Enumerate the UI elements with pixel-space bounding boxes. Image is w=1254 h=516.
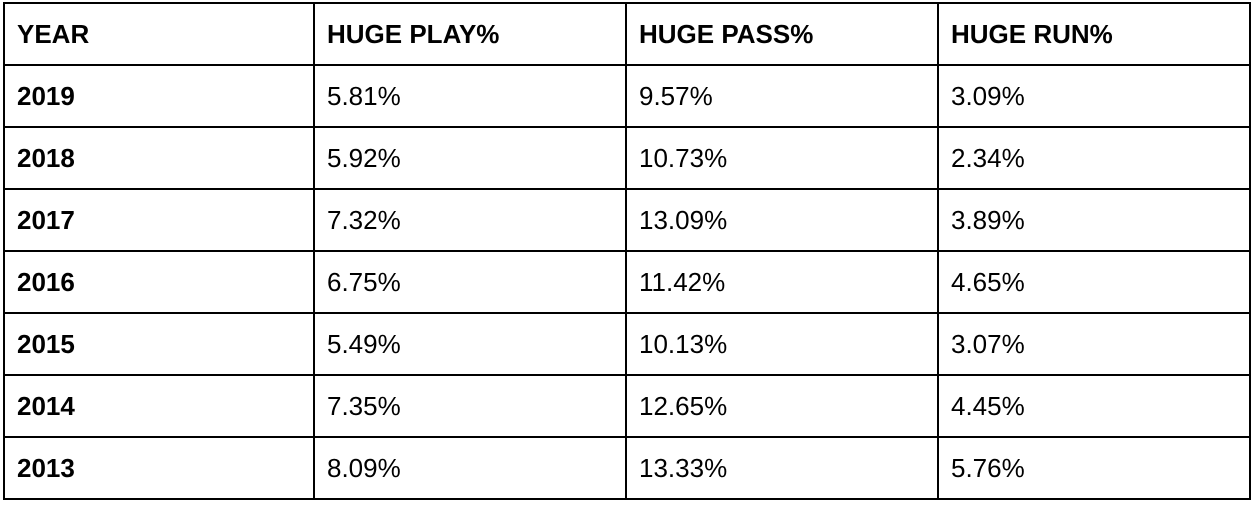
cell-huge-pass: 13.09% (625, 188, 939, 252)
cell-huge-run: 2.34% (937, 126, 1251, 190)
cell-huge-play: 7.35% (313, 374, 627, 438)
cell-year: 2017 (3, 188, 315, 252)
header-huge-play: HUGE PLAY% (313, 2, 627, 66)
cell-huge-pass: 11.42% (625, 250, 939, 314)
cell-huge-run: 5.76% (937, 436, 1251, 500)
table-header: YEAR HUGE PLAY% HUGE PASS% HUGE RUN% (3, 2, 1251, 66)
table-body: 2019 5.81% 9.57% 3.09% 2018 5.92% 10.73%… (3, 64, 1251, 500)
cell-year: 2016 (3, 250, 315, 314)
cell-huge-play: 7.32% (313, 188, 627, 252)
cell-huge-play: 5.81% (313, 64, 627, 128)
header-row: YEAR HUGE PLAY% HUGE PASS% HUGE RUN% (3, 2, 1251, 66)
cell-year: 2014 (3, 374, 315, 438)
cell-huge-run: 3.07% (937, 312, 1251, 376)
cell-huge-play: 5.92% (313, 126, 627, 190)
cell-huge-play: 5.49% (313, 312, 627, 376)
stats-table: YEAR HUGE PLAY% HUGE PASS% HUGE RUN% 201… (3, 2, 1251, 500)
cell-huge-pass: 12.65% (625, 374, 939, 438)
table-row: 2017 7.32% 13.09% 3.89% (3, 188, 1251, 252)
cell-huge-pass: 13.33% (625, 436, 939, 500)
cell-year: 2015 (3, 312, 315, 376)
cell-huge-run: 3.09% (937, 64, 1251, 128)
cell-huge-run: 3.89% (937, 188, 1251, 252)
table-row: 2013 8.09% 13.33% 5.76% (3, 436, 1251, 500)
cell-year: 2019 (3, 64, 315, 128)
cell-year: 2013 (3, 436, 315, 500)
table-row: 2014 7.35% 12.65% 4.45% (3, 374, 1251, 438)
header-huge-pass: HUGE PASS% (625, 2, 939, 66)
cell-huge-play: 8.09% (313, 436, 627, 500)
table-row: 2015 5.49% 10.13% 3.07% (3, 312, 1251, 376)
cell-year: 2018 (3, 126, 315, 190)
cell-huge-pass: 10.13% (625, 312, 939, 376)
header-huge-run: HUGE RUN% (937, 2, 1251, 66)
cell-huge-play: 6.75% (313, 250, 627, 314)
cell-huge-pass: 9.57% (625, 64, 939, 128)
table-row: 2018 5.92% 10.73% 2.34% (3, 126, 1251, 190)
cell-huge-pass: 10.73% (625, 126, 939, 190)
cell-huge-run: 4.45% (937, 374, 1251, 438)
table-row: 2016 6.75% 11.42% 4.65% (3, 250, 1251, 314)
table-row: 2019 5.81% 9.57% 3.09% (3, 64, 1251, 128)
header-year: YEAR (3, 2, 315, 66)
cell-huge-run: 4.65% (937, 250, 1251, 314)
